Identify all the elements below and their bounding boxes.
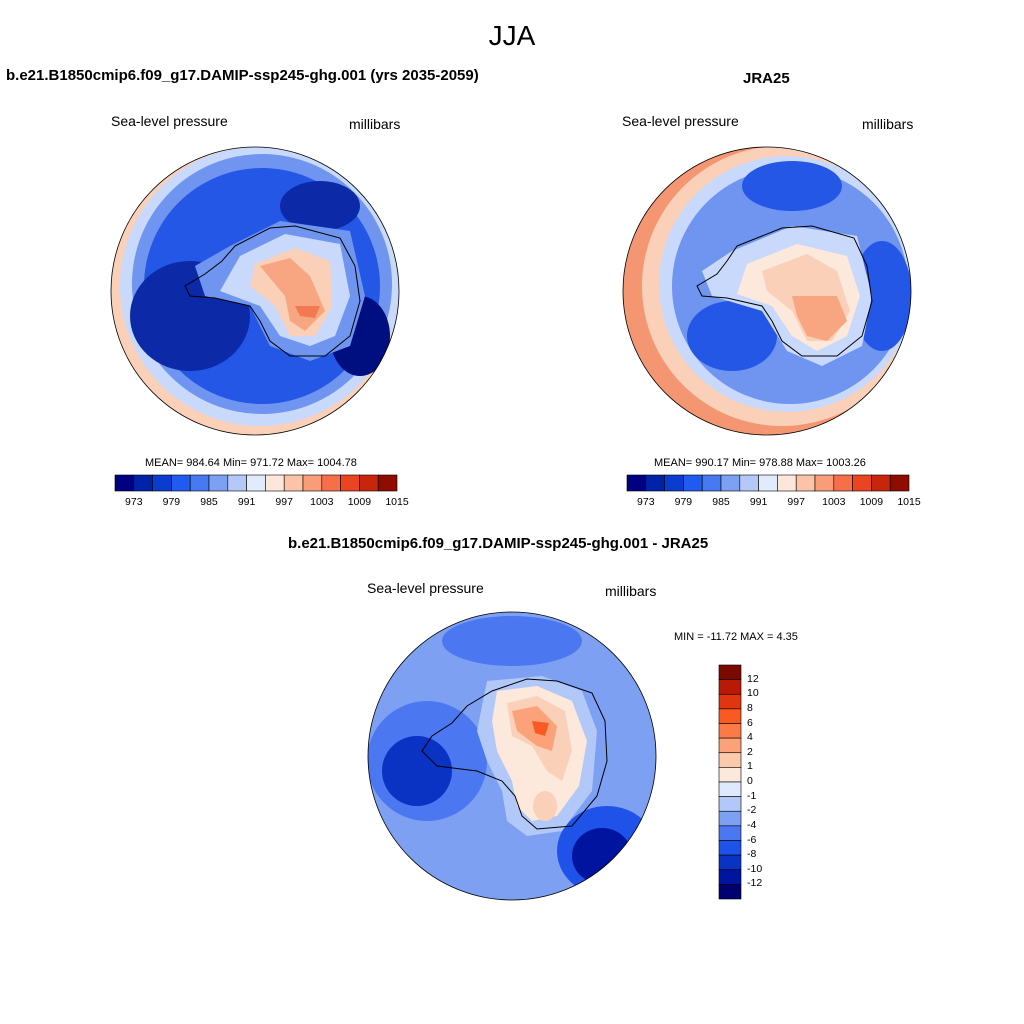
colorbar-tick-label: -2	[747, 804, 757, 817]
panel3-title: b.e21.B1850cmip6.f09_g17.DAMIP-ssp245-gh…	[288, 535, 709, 552]
colorbar-tick-label: 973	[125, 496, 143, 508]
colorbar-swatch	[227, 474, 247, 492]
figure-title: JJA	[488, 20, 536, 51]
colorbar-swatch	[701, 474, 722, 492]
colorbar-tick-label: -10	[747, 862, 763, 875]
panel3-units-label: millibars	[605, 583, 657, 599]
colorbar-swatch	[758, 474, 778, 492]
colorbar-swatch	[114, 474, 135, 492]
panel2-title: JRA25	[743, 70, 790, 87]
colorbar-tick-label: -8	[747, 848, 757, 861]
colorbar-tick-label: 985	[200, 496, 218, 508]
colorbar-tick-label: 979	[674, 496, 693, 508]
colorbar-tick-label: 1015	[897, 496, 921, 508]
colorbar-tick-label: 4	[747, 731, 753, 744]
panel1-stats: MEAN= 984.64 Min= 971.72 Max= 1004.78	[145, 457, 357, 469]
colorbar-tick-label: 12	[747, 672, 759, 685]
colorbar-tick-label: 1003	[822, 496, 846, 508]
panel2-units-label: millibars	[862, 116, 914, 132]
colorbar-tick-label: 1003	[310, 496, 334, 508]
colorbar-swatch	[683, 474, 703, 492]
colorbar-tick-label: 979	[162, 496, 181, 508]
colorbar-swatch	[321, 474, 341, 492]
colorbar-swatch	[718, 884, 742, 900]
colorbar-swatch	[718, 840, 742, 856]
panel3-variable-label: Sea-level pressure	[367, 580, 484, 596]
colorbar-swatch	[833, 474, 853, 492]
panel2-stats: MEAN= 990.17 Min= 978.88 Max= 1003.26	[654, 457, 866, 469]
colorbar-swatch	[889, 474, 910, 492]
colorbar-swatch	[133, 474, 153, 492]
colorbar-tick-label: 997	[275, 496, 293, 508]
colorbar-tick-label: 973	[637, 496, 655, 508]
colorbar-swatch	[664, 474, 684, 492]
colorbar-swatch	[777, 474, 797, 492]
colorbar-swatch	[645, 474, 665, 492]
colorbar-swatch	[246, 474, 266, 492]
colorbar-tick-label: 1009	[859, 496, 884, 508]
colorbar-swatch	[871, 474, 891, 492]
colorbar-tick-label: 1015	[385, 496, 409, 508]
panel1-polar-map	[110, 146, 400, 436]
colorbar-tick-label: 0	[747, 775, 753, 787]
colorbar-tick-label: 985	[712, 496, 730, 508]
colorbar-tick-label: 1	[747, 760, 753, 773]
colorbar-swatch	[718, 767, 742, 783]
colorbar-tick-label: 2	[747, 745, 753, 758]
colorbar-swatch	[718, 810, 742, 827]
colorbar-tick-label: -4	[747, 818, 757, 831]
colorbar-swatch	[718, 854, 742, 871]
colorbar-swatch	[852, 474, 872, 492]
colorbar-swatch	[814, 474, 835, 492]
colorbar-swatch	[718, 752, 742, 768]
colorbar-tick-label: 10	[747, 687, 759, 700]
colorbar-swatch	[739, 474, 759, 492]
colorbar-swatch	[283, 474, 304, 492]
colorbar-swatch	[718, 693, 742, 710]
colorbar-swatch	[171, 474, 191, 492]
colorbar-swatch	[340, 474, 360, 492]
colorbar-swatch	[718, 723, 742, 739]
colorbar-swatch	[718, 781, 742, 797]
panel2-polar-map	[622, 146, 912, 436]
colorbar-swatch	[208, 474, 229, 492]
colorbar-swatch	[718, 737, 742, 754]
colorbar-swatch	[718, 796, 742, 812]
colorbar-swatch	[718, 679, 742, 695]
colorbar-tick-label: 8	[747, 701, 753, 714]
colorbar-swatch	[377, 474, 398, 492]
colorbar-tick-label: -6	[747, 833, 757, 846]
colorbar-swatch	[718, 708, 742, 724]
colorbar-swatch	[718, 664, 742, 680]
colorbar-swatch	[795, 474, 816, 492]
panel1-variable-label: Sea-level pressure	[111, 113, 228, 129]
colorbar-swatch	[626, 474, 647, 492]
panel1-colorbar	[114, 474, 398, 492]
colorbar-swatch	[718, 825, 742, 841]
panel3-colorbar	[718, 664, 742, 900]
colorbar-tick-label: -1	[747, 789, 757, 802]
colorbar-tick-label: 991	[237, 496, 256, 508]
colorbar-swatch	[718, 869, 742, 885]
colorbar-tick-label: -12	[747, 877, 763, 890]
panel2-variable-label: Sea-level pressure	[622, 113, 739, 129]
colorbar-tick-label: 991	[749, 496, 768, 508]
colorbar-swatch	[359, 474, 379, 492]
colorbar-tick-label: 997	[787, 496, 805, 508]
colorbar-swatch	[265, 474, 285, 492]
colorbar-tick-label: 6	[747, 716, 753, 729]
colorbar-tick-label: 1009	[347, 496, 372, 508]
colorbar-swatch	[302, 474, 323, 492]
panel3-polar-map	[367, 611, 657, 901]
panel2-colorbar	[626, 474, 910, 492]
panel3-stats: MIN = -11.72 MAX = 4.35	[674, 631, 798, 643]
colorbar-swatch	[189, 474, 210, 492]
colorbar-swatch	[152, 474, 172, 492]
panel1-title: b.e21.B1850cmip6.f09_g17.DAMIP-ssp245-gh…	[6, 67, 479, 84]
panel1-units-label: millibars	[349, 116, 401, 132]
colorbar-swatch	[720, 474, 741, 492]
